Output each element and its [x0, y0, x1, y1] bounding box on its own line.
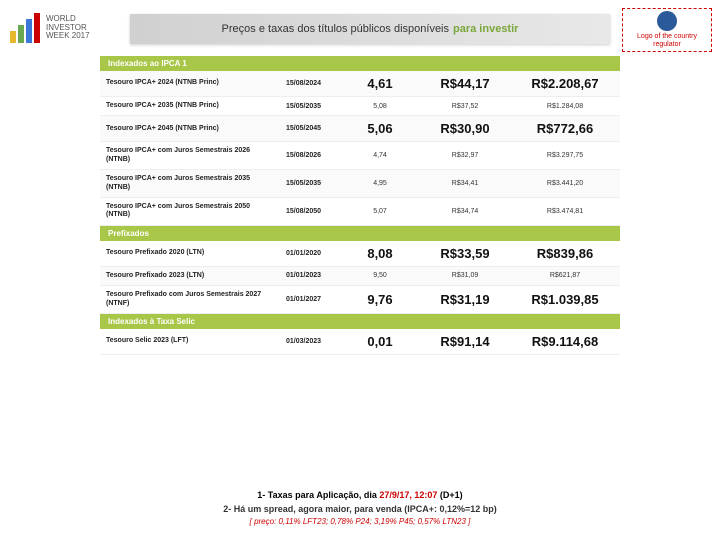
bond-name: Tesouro Selic 2023 (LFT): [100, 329, 280, 355]
bond-min: R$32,97: [420, 142, 510, 170]
bond-price: R$1.039,85: [510, 286, 620, 314]
table-row: Tesouro IPCA+ 2024 (NTNB Princ)15/08/202…: [100, 71, 620, 97]
bond-min: R$33,59: [420, 241, 510, 267]
bond-price: R$839,86: [510, 241, 620, 267]
page-title-banner: Preços e taxas dos títulos públicos disp…: [130, 14, 610, 44]
section-header: Indexados ao IPCA 1: [100, 56, 620, 71]
bond-rate: 8,08: [340, 241, 420, 267]
bond-price: R$1.284,08: [510, 97, 620, 116]
bond-date: 01/01/2023: [280, 266, 340, 285]
bond-price: R$3.474,81: [510, 197, 620, 225]
section-header: Indexados à Taxa Selic: [100, 313, 620, 329]
bond-price: R$3.441,20: [510, 170, 620, 198]
globe-icon: [657, 11, 677, 31]
bond-name: Tesouro Prefixado com Juros Semestrais 2…: [100, 286, 280, 314]
regulator-logo-placeholder: Logo of the country regulator: [622, 8, 712, 52]
bond-min: R$34,74: [420, 197, 510, 225]
footnote-2: 2- Há um spread, agora maior, para venda…: [0, 503, 720, 517]
title-highlight: para investir: [453, 23, 518, 35]
bond-rate: 5,06: [340, 116, 420, 142]
bond-price: R$772,66: [510, 116, 620, 142]
bond-rate: 4,74: [340, 142, 420, 170]
regulator-logo-text: Logo of the country regulator: [625, 33, 709, 48]
bond-name: Tesouro Prefixado 2023 (LTN): [100, 266, 280, 285]
table-row: Tesouro IPCA+ com Juros Semestrais 2035 …: [100, 170, 620, 198]
bond-rate: 5,07: [340, 197, 420, 225]
bond-rate: 9,76: [340, 286, 420, 314]
bond-price: R$3.297,75: [510, 142, 620, 170]
bond-name: Tesouro IPCA+ 2035 (NTNB Princ): [100, 97, 280, 116]
bond-price: R$621,87: [510, 266, 620, 285]
footnote-1: 1- Taxas para Aplicação, dia 27/9/17, 12…: [0, 489, 720, 503]
bond-min: R$34,41: [420, 170, 510, 198]
event-logo: WORLD INVESTOR WEEK 2017: [10, 8, 120, 48]
bond-rate: 4,61: [340, 71, 420, 97]
bond-min: R$37,52: [420, 97, 510, 116]
logo-bars: [10, 13, 40, 43]
bond-name: Tesouro IPCA+ 2024 (NTNB Princ): [100, 71, 280, 97]
title-plain: Preços e taxas dos títulos públicos disp…: [222, 23, 449, 35]
bond-name: Tesouro IPCA+ 2045 (NTNB Princ): [100, 116, 280, 142]
logo-text: WORLD INVESTOR WEEK 2017: [46, 15, 90, 41]
bond-name: Tesouro IPCA+ com Juros Semestrais 2026 …: [100, 142, 280, 170]
footer-notes: 1- Taxas para Aplicação, dia 27/9/17, 12…: [0, 489, 720, 528]
bond-min: R$44,17: [420, 71, 510, 97]
bond-price: R$9.114,68: [510, 329, 620, 355]
table-row: Tesouro Prefixado com Juros Semestrais 2…: [100, 286, 620, 314]
bond-date: 15/05/2035: [280, 170, 340, 198]
bond-min: R$30,90: [420, 116, 510, 142]
bond-date: 01/01/2020: [280, 241, 340, 267]
bond-rate: 4,95: [340, 170, 420, 198]
bond-rate: 9,50: [340, 266, 420, 285]
table-row: Tesouro Prefixado 2020 (LTN)01/01/20208,…: [100, 241, 620, 267]
bond-name: Tesouro IPCA+ com Juros Semestrais 2050 …: [100, 197, 280, 225]
table-row: Tesouro Selic 2023 (LFT)01/03/20230,01R$…: [100, 329, 620, 355]
bond-date: 15/08/2050: [280, 197, 340, 225]
bond-price: R$2.208,67: [510, 71, 620, 97]
bond-date: 15/08/2026: [280, 142, 340, 170]
bond-min: R$31,09: [420, 266, 510, 285]
bond-date: 15/05/2035: [280, 97, 340, 116]
table-row: Tesouro IPCA+ 2045 (NTNB Princ)15/05/204…: [100, 116, 620, 142]
bond-table: Indexados ao IPCA 1Tesouro IPCA+ 2024 (N…: [100, 56, 620, 355]
bond-name: Tesouro IPCA+ com Juros Semestrais 2035 …: [100, 170, 280, 198]
bond-rate: 5,08: [340, 97, 420, 116]
table-row: Tesouro IPCA+ com Juros Semestrais 2026 …: [100, 142, 620, 170]
bond-rate: 0,01: [340, 329, 420, 355]
bond-date: 01/03/2023: [280, 329, 340, 355]
bond-date: 01/01/2027: [280, 286, 340, 314]
bond-min: R$31,19: [420, 286, 510, 314]
table-row: Tesouro Prefixado 2023 (LTN)01/01/20239,…: [100, 266, 620, 285]
footnote-3: [ preço: 0,11% LFT23; 0,78% P24; 3,19% P…: [0, 516, 720, 528]
table-row: Tesouro IPCA+ com Juros Semestrais 2050 …: [100, 197, 620, 225]
bond-min: R$91,14: [420, 329, 510, 355]
bond-date: 15/05/2045: [280, 116, 340, 142]
bond-name: Tesouro Prefixado 2020 (LTN): [100, 241, 280, 267]
section-header: Prefixados: [100, 225, 620, 241]
bond-date: 15/08/2024: [280, 71, 340, 97]
table-row: Tesouro IPCA+ 2035 (NTNB Princ)15/05/203…: [100, 97, 620, 116]
